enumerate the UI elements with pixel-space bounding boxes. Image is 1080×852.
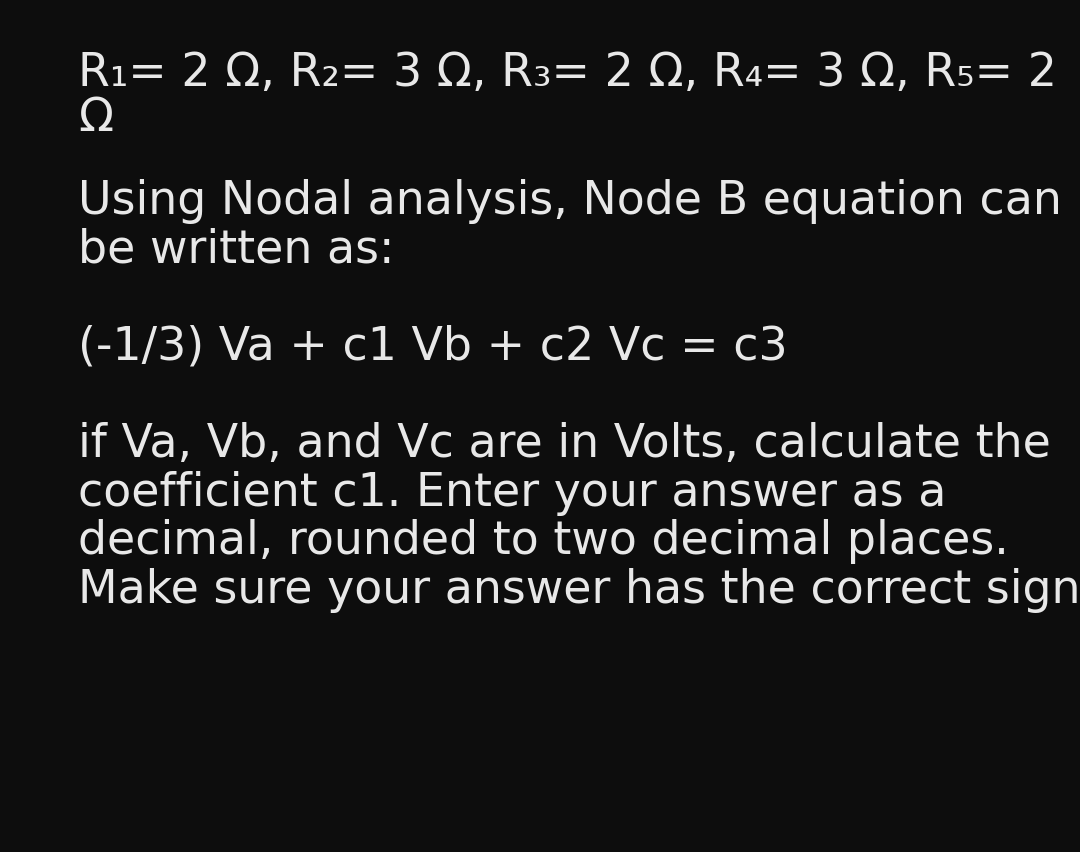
Text: if Va, Vb, and Vc are in Volts, calculate the: if Va, Vb, and Vc are in Volts, calculat… bbox=[78, 422, 1051, 467]
Text: R₁= 2 Ω, R₂= 3 Ω, R₃= 2 Ω, R₄= 3 Ω, R₅= 2: R₁= 2 Ω, R₂= 3 Ω, R₃= 2 Ω, R₄= 3 Ω, R₅= … bbox=[78, 51, 1056, 96]
Text: Ω: Ω bbox=[78, 95, 113, 141]
Text: Make sure your answer has the correct sign.: Make sure your answer has the correct si… bbox=[78, 567, 1080, 613]
Text: decimal, rounded to two decimal places.: decimal, rounded to two decimal places. bbox=[78, 519, 1009, 564]
Text: be written as:: be written as: bbox=[78, 227, 394, 273]
Text: (-1/3) Va + c1 Vb + c2 Vc = c3: (-1/3) Va + c1 Vb + c2 Vc = c3 bbox=[78, 324, 787, 369]
Text: Using Nodal analysis, Node B equation can: Using Nodal analysis, Node B equation ca… bbox=[78, 179, 1062, 224]
Text: coefficient c1. Enter your answer as a: coefficient c1. Enter your answer as a bbox=[78, 470, 946, 515]
